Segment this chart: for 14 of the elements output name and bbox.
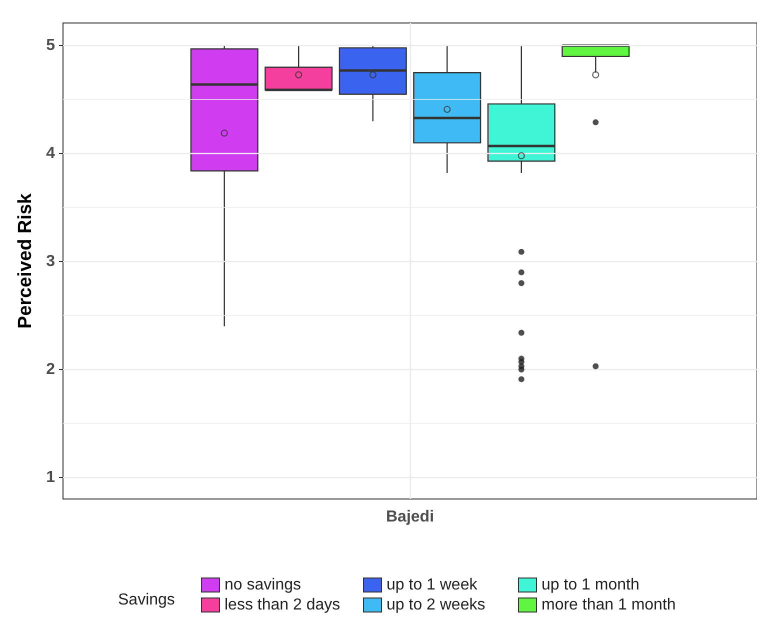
y-tick-label: 2 (46, 360, 56, 378)
legend-label: more than 1 month (542, 596, 676, 614)
y-tick-label: 1 (46, 468, 56, 486)
y-axis-title: Perceived Risk (15, 192, 36, 329)
x-tick-label: Bajedi (386, 508, 434, 526)
legend-label: no savings (224, 576, 301, 594)
legend-title: Savings (118, 592, 175, 608)
legend-label: less than 2 days (224, 596, 340, 614)
legend-label: up to 2 weeks (386, 596, 486, 614)
legend-label: up to 1 month (542, 576, 640, 594)
y-tick-label: 3 (46, 253, 56, 270)
y-tick-label: 5 (46, 37, 56, 54)
legend-label: up to 1 week (386, 576, 478, 594)
y-tick-label: 4 (46, 145, 56, 162)
